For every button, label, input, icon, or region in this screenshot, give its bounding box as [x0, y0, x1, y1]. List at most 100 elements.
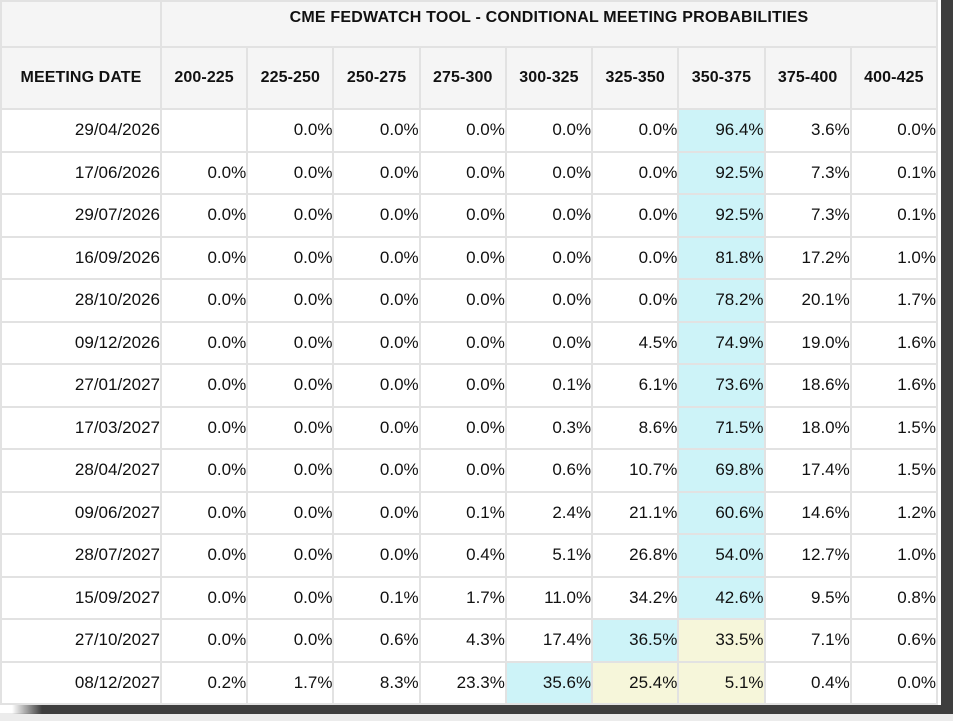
table-row: 15/09/2027 0.0% 0.0% 0.1% 1.7% 11.0% 34.2% 42.6…	[0, 575, 939, 620]
probability-cell: 21.1%	[591, 490, 680, 535]
probability-cell: 0.0%	[504, 108, 594, 153]
table-header-row: MEETING DATE 200-225 225-250 250-275 275-300…	[0, 46, 939, 110]
meeting-date-cell: 15/09/2027	[0, 575, 162, 620]
table-row: 27/01/2027 0.0% 0.0% 0.0% 0.0% 0.1% 6.1% 73.6% 1…	[0, 363, 939, 408]
probability-cell: 0.0%	[418, 150, 507, 195]
desktop-background-strip	[0, 713, 953, 721]
meeting-date-cell: 16/09/2026	[0, 235, 162, 280]
rate-range-column-header: 325-350	[591, 46, 680, 110]
probability-cell: 25.4%	[591, 660, 680, 705]
window-bottom-edge	[12, 705, 953, 714]
probability-cell: 0.0%	[246, 405, 335, 450]
table-row: 16/09/2026 0.0% 0.0% 0.0% 0.0% 0.0% 0.0% 81.8% 1…	[0, 235, 939, 280]
rate-range-column-header: 400-425	[849, 46, 939, 110]
probability-cell: 0.1%	[504, 363, 594, 408]
probability-cell: 35.6%	[504, 660, 594, 705]
probability-cell: 0.0%	[418, 235, 507, 280]
probability-cell: 0.0%	[159, 405, 249, 450]
probability-cell: 0.0%	[591, 193, 680, 238]
probability-cell: 11.0%	[504, 575, 594, 620]
meeting-date-cell: 28/04/2027	[0, 448, 162, 493]
probability-cell: 0.0%	[591, 108, 680, 153]
probability-cell: 1.6%	[849, 320, 939, 365]
probability-cell: 0.0%	[246, 448, 335, 493]
probability-cell	[159, 108, 249, 153]
probability-cell: 9.5%	[763, 575, 852, 620]
probability-cell: 0.0%	[246, 575, 335, 620]
probability-cell: 60.6%	[677, 490, 766, 535]
probability-cell: 0.0%	[591, 278, 680, 323]
table-corner-cell	[0, 0, 162, 48]
table-title-row: CME FEDWATCH TOOL - CONDITIONAL MEETING …	[0, 0, 938, 48]
probability-cell: 0.0%	[591, 150, 680, 195]
probability-cell: 0.1%	[849, 193, 939, 238]
meeting-date-cell: 17/06/2026	[0, 150, 162, 195]
table-row: 28/10/2026 0.0% 0.0% 0.0% 0.0% 0.0% 0.0% 78.2% 2…	[0, 278, 939, 323]
probability-cell: 0.0%	[246, 533, 335, 578]
rate-range-column-header: 375-400	[763, 46, 852, 110]
probability-cell: 0.0%	[159, 575, 249, 620]
probability-cell: 2.4%	[504, 490, 594, 535]
probability-cell: 0.0%	[418, 363, 507, 408]
probability-cell: 0.0%	[159, 490, 249, 535]
window-right-edge	[941, 0, 953, 721]
probability-cell: 92.5%	[677, 193, 766, 238]
probability-cell: 0.0%	[332, 448, 421, 493]
probability-cell: 0.0%	[418, 448, 507, 493]
table-row: 17/03/2027 0.0% 0.0% 0.0% 0.0% 0.3% 8.6% 71.5% 1…	[0, 405, 939, 450]
probability-cell: 10.7%	[591, 448, 680, 493]
probability-cell: 26.8%	[591, 533, 680, 578]
probability-cell: 18.0%	[763, 405, 852, 450]
probability-cell: 0.0%	[332, 405, 421, 450]
rate-range-column-header: 250-275	[332, 46, 421, 110]
probability-cell: 0.0%	[246, 278, 335, 323]
probability-cell: 36.5%	[591, 618, 680, 663]
probability-cell: 20.1%	[763, 278, 852, 323]
probability-cell: 0.0%	[504, 235, 594, 280]
rate-range-column-header: 300-325	[504, 46, 594, 110]
probability-cell: 1.2%	[849, 490, 939, 535]
probability-cell: 1.5%	[849, 448, 939, 493]
probability-cell: 7.3%	[763, 193, 852, 238]
probability-cell: 1.0%	[849, 533, 939, 578]
conditional-probabilities-table: CME FEDWATCH TOOL - CONDITIONAL MEETING …	[0, 0, 939, 705]
probability-cell: 0.0%	[332, 108, 421, 153]
meeting-date-cell: 28/10/2026	[0, 278, 162, 323]
probability-cell: 0.0%	[418, 405, 507, 450]
meeting-date-cell: 08/12/2027	[0, 660, 162, 705]
probability-cell: 0.0%	[418, 108, 507, 153]
meeting-date-cell: 29/04/2026	[0, 108, 162, 153]
probability-cell: 0.0%	[418, 320, 507, 365]
probability-cell: 0.0%	[159, 320, 249, 365]
probability-cell: 1.7%	[418, 575, 507, 620]
meeting-date-cell: 17/03/2027	[0, 405, 162, 450]
probability-cell: 17.4%	[504, 618, 594, 663]
probability-cell: 0.0%	[246, 490, 335, 535]
probability-cell: 1.0%	[849, 235, 939, 280]
probability-cell: 12.7%	[763, 533, 852, 578]
probability-cell: 33.5%	[677, 618, 766, 663]
probability-cell: 7.3%	[763, 150, 852, 195]
probability-cell: 0.0%	[332, 150, 421, 195]
table-row: 29/04/2026 0.0% 0.0% 0.0% 0.0% 0.0% 96.4% 3.6% 0…	[0, 108, 939, 153]
probability-cell: 0.0%	[159, 363, 249, 408]
meeting-date-cell: 27/01/2027	[0, 363, 162, 408]
probability-cell: 7.1%	[763, 618, 852, 663]
meeting-date-cell: 09/06/2027	[0, 490, 162, 535]
probability-cell: 6.1%	[591, 363, 680, 408]
probability-cell: 1.5%	[849, 405, 939, 450]
probability-cell: 0.0%	[332, 235, 421, 280]
probability-cell: 0.0%	[504, 193, 594, 238]
probability-cell: 0.0%	[159, 150, 249, 195]
table-row: 17/06/2026 0.0% 0.0% 0.0% 0.0% 0.0% 0.0% 92.5% 7…	[0, 150, 939, 195]
probability-cell: 0.1%	[332, 575, 421, 620]
probability-cell: 69.8%	[677, 448, 766, 493]
probability-cell: 0.0%	[246, 235, 335, 280]
probability-cell: 23.3%	[418, 660, 507, 705]
probability-cell: 0.4%	[418, 533, 507, 578]
table-title: CME FEDWATCH TOOL - CONDITIONAL MEETING …	[160, 0, 938, 48]
meeting-date-column-header: MEETING DATE	[0, 46, 162, 110]
probability-cell: 0.4%	[763, 660, 852, 705]
probability-cell: 0.0%	[418, 278, 507, 323]
probability-cell: 3.6%	[763, 108, 852, 153]
